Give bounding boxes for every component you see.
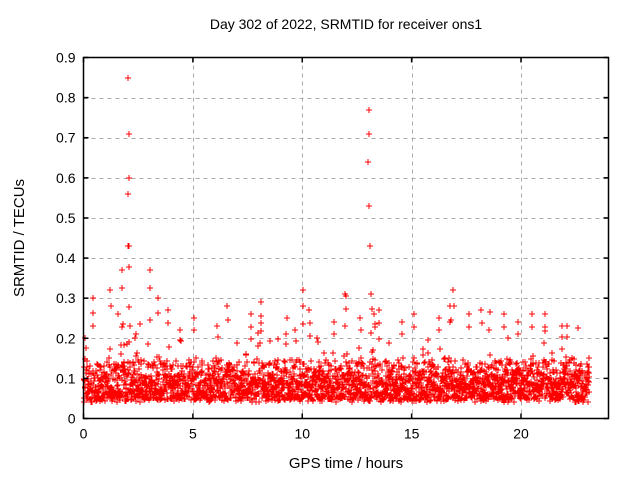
x-tick-label: 15 — [404, 426, 420, 442]
y-axis-title: SRMTID / TECUs — [11, 179, 28, 297]
y-tick-label: 0.1 — [56, 370, 76, 386]
data-points — [81, 75, 592, 405]
y-tick-label: 0.8 — [56, 90, 76, 106]
x-tick-label: 0 — [80, 426, 88, 442]
y-tick-label: 0.3 — [56, 290, 76, 306]
x-tick-label: 20 — [513, 426, 529, 442]
scatter-plus-markers — [81, 75, 592, 405]
y-tick-label: 0.4 — [56, 250, 76, 266]
chart-title: Day 302 of 2022, SRMTID for receiver ons… — [210, 16, 483, 32]
y-tick-label: 0.5 — [56, 210, 76, 226]
tick-labels: 0 5 10 15 20 0 0.1 0.2 0.3 0.4 0.5 0.6 0.7 0.8 0.9 — [56, 50, 529, 442]
y-tick-label: 0 — [68, 411, 76, 427]
x-axis-title: GPS time / hours — [289, 455, 403, 472]
plot-border — [82, 56, 610, 420]
y-tick-label: 0.7 — [56, 130, 76, 146]
y-tick-label: 0.2 — [56, 330, 76, 346]
y-tick-label: 0.6 — [56, 170, 76, 186]
y-tick-label: 0.9 — [56, 50, 76, 66]
x-tick-label: 5 — [189, 426, 197, 442]
axes-and-ticks — [82, 56, 610, 420]
x-tick-label: 10 — [294, 426, 310, 442]
